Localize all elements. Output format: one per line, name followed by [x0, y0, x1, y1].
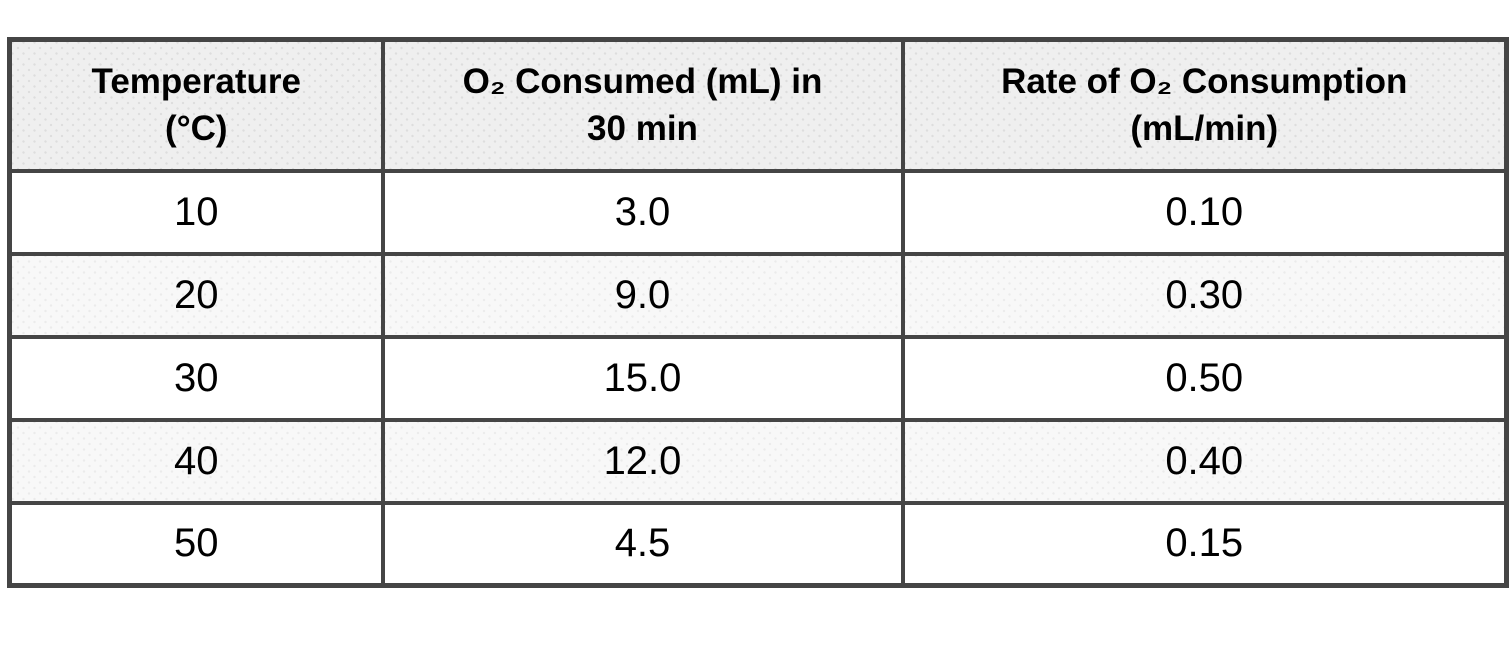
- header-o2-consumed: O₂ Consumed (mL) in 30 min: [380, 37, 905, 173]
- header-o2-consumed-line2: 30 min: [587, 109, 698, 149]
- table-row: 40 12.0 0.40: [7, 417, 1509, 505]
- header-temperature-line1: Temperature: [91, 62, 301, 101]
- cell-o2-consumed: 3.0: [380, 168, 905, 256]
- cell-temperature: 20: [7, 251, 385, 339]
- table-row: 30 15.0 0.50: [7, 334, 1509, 422]
- cell-o2-consumed: 12.0: [380, 417, 905, 505]
- header-rate-line2: (mL/min): [1130, 109, 1279, 149]
- header-rate-line1: Rate of O₂ Consumption: [1001, 62, 1408, 101]
- cell-rate: 0.50: [900, 334, 1509, 422]
- cell-temperature: 10: [7, 168, 385, 256]
- header-rate: Rate of O₂ Consumption (mL/min): [900, 37, 1509, 173]
- cell-rate: 0.10: [900, 168, 1509, 256]
- table-row: 20 9.0 0.30: [7, 251, 1509, 339]
- table-row: 10 3.0 0.10: [7, 168, 1509, 256]
- table-header-row: Temperature (°C) O₂ Consumed (mL) in 30 …: [7, 37, 1509, 173]
- cell-rate: 0.15: [900, 500, 1509, 588]
- header-o2-consumed-line1: O₂ Consumed (mL) in: [462, 62, 823, 101]
- cell-o2-consumed: 15.0: [380, 334, 905, 422]
- cell-rate: 0.40: [900, 417, 1509, 505]
- cell-temperature: 30: [7, 334, 385, 422]
- table-row: 50 4.5 0.15: [7, 500, 1509, 588]
- cell-rate: 0.30: [900, 251, 1509, 339]
- cell-temperature: 50: [7, 500, 385, 588]
- header-temperature-line2: (°C): [164, 109, 228, 149]
- cell-temperature: 40: [7, 417, 385, 505]
- o2-consumption-table: Temperature (°C) O₂ Consumed (mL) in 30 …: [7, 37, 1509, 588]
- cell-o2-consumed: 9.0: [380, 251, 905, 339]
- cell-o2-consumed: 4.5: [380, 500, 905, 588]
- header-temperature: Temperature (°C): [7, 37, 385, 173]
